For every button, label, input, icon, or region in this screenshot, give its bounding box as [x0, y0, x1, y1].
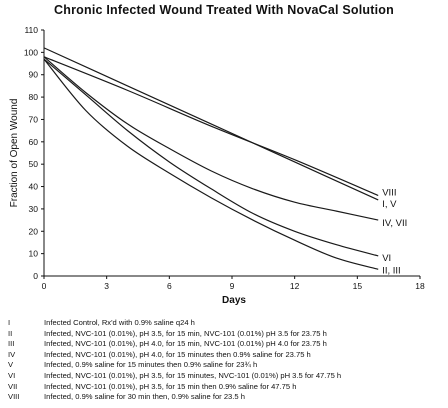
legend-item: VI Infected, NVC-101 (0.01%), pH 3.5, for… [4, 371, 448, 382]
x-tick-label: 15 [353, 281, 363, 291]
series-line-viii [43, 56, 379, 197]
legend-key: IV [8, 349, 16, 359]
series-end-label: II, III [382, 265, 400, 276]
legend-text: Infected, NVC-101 (0.01%), pH 3.5, for 1… [44, 370, 342, 380]
y-tick-label: 80 [29, 92, 39, 102]
x-tick-label: 18 [415, 281, 425, 291]
series-end-label: I, V [382, 199, 397, 210]
y-tick-label: 70 [29, 114, 39, 124]
axes: 0 10 20 30 40 50 60 70 80 90 100 110 0 3 6 9 12 15 18 Days F… [9, 25, 425, 306]
series-end-label: IV, VII [382, 218, 407, 229]
y-tick-label: 40 [29, 182, 39, 192]
x-tick-label: 3 [104, 281, 109, 291]
legend-item: IV Infected, NVC-101 (0.01%), pH 4.0, for… [4, 350, 448, 361]
series-line-vi [43, 58, 379, 257]
chart-title: Chronic Infected Wound Treated With Nova… [54, 3, 394, 17]
x-axis-label: Days [222, 295, 246, 306]
y-tick-label: 0 [33, 271, 38, 281]
legend-key: III [8, 339, 15, 349]
x-tick-label: 9 [230, 281, 235, 291]
legend-item: III Infected, NVC-101 (0.01%), pH 4.0, fo… [4, 339, 448, 350]
legend-item: II Infected, NVC-101 (0.01%), pH 3.5, for… [4, 329, 448, 340]
y-tick-label: 100 [24, 47, 38, 57]
y-tick-label: 110 [24, 25, 38, 35]
legend-text: Infected, 0.9% saline for 30 min then, 0… [44, 392, 245, 402]
legend-key: VII [8, 381, 18, 391]
legend: I Infected Control, Rx'd with 0.9% saline… [4, 318, 448, 403]
legend-text: Infected, NVC-101 (0.01%), pH 3.5, for 1… [44, 328, 327, 338]
legend-item: VII Infected, NVC-101 (0.01%), pH 3.5, fo… [4, 382, 448, 393]
legend-key: II [8, 328, 13, 338]
y-tick-label: 60 [29, 137, 39, 147]
series-line-iv-vii [43, 56, 379, 221]
y-tick-label: 50 [29, 159, 39, 169]
legend-text: Infected, NVC-101 (0.01%), pH 4.0, for 1… [44, 339, 327, 349]
y-tick-label: 20 [29, 226, 39, 236]
legend-item: VIII Infected, 0.9% saline for 30 min the… [4, 392, 448, 403]
legend-text: Infected, NVC-101 (0.01%), pH 4.0, for 1… [44, 349, 311, 359]
legend-text: Infected Control, Rx'd with 0.9% saline … [44, 318, 195, 327]
legend-key: VI [8, 370, 16, 380]
x-tick-label: 6 [167, 281, 172, 291]
series-line-i-v [43, 47, 379, 201]
y-axis-label: Fraction of Open Wound [9, 99, 20, 208]
series-line-ii-iii [43, 58, 379, 270]
line-chart: 0 10 20 30 40 50 60 70 80 90 100 110 0 3 6 9 12 15 18 Days F… [9, 25, 425, 306]
y-tick-label: 30 [29, 204, 39, 214]
legend-item: I Infected Control, Rx'd with 0.9% saline… [4, 318, 448, 329]
legend-text: Infected, NVC-101 (0.01%), pH 3.5, for 1… [44, 381, 297, 391]
y-tick-label: 10 [29, 249, 39, 259]
legend-key: V [8, 360, 14, 370]
legend-key: I [8, 318, 11, 327]
series-end-label: VI [382, 253, 391, 264]
series-end-label: VIII [382, 187, 396, 198]
legend-item: V Infected, 0.9% saline for 15 minutes th… [4, 360, 448, 371]
x-tick-label: 0 [42, 281, 47, 291]
x-tick-label: 12 [290, 281, 300, 291]
legend-key: VIII [8, 392, 20, 402]
y-tick-label: 90 [29, 70, 39, 80]
legend-text: Infected, 0.9% saline for 15 minutes the… [44, 360, 258, 370]
